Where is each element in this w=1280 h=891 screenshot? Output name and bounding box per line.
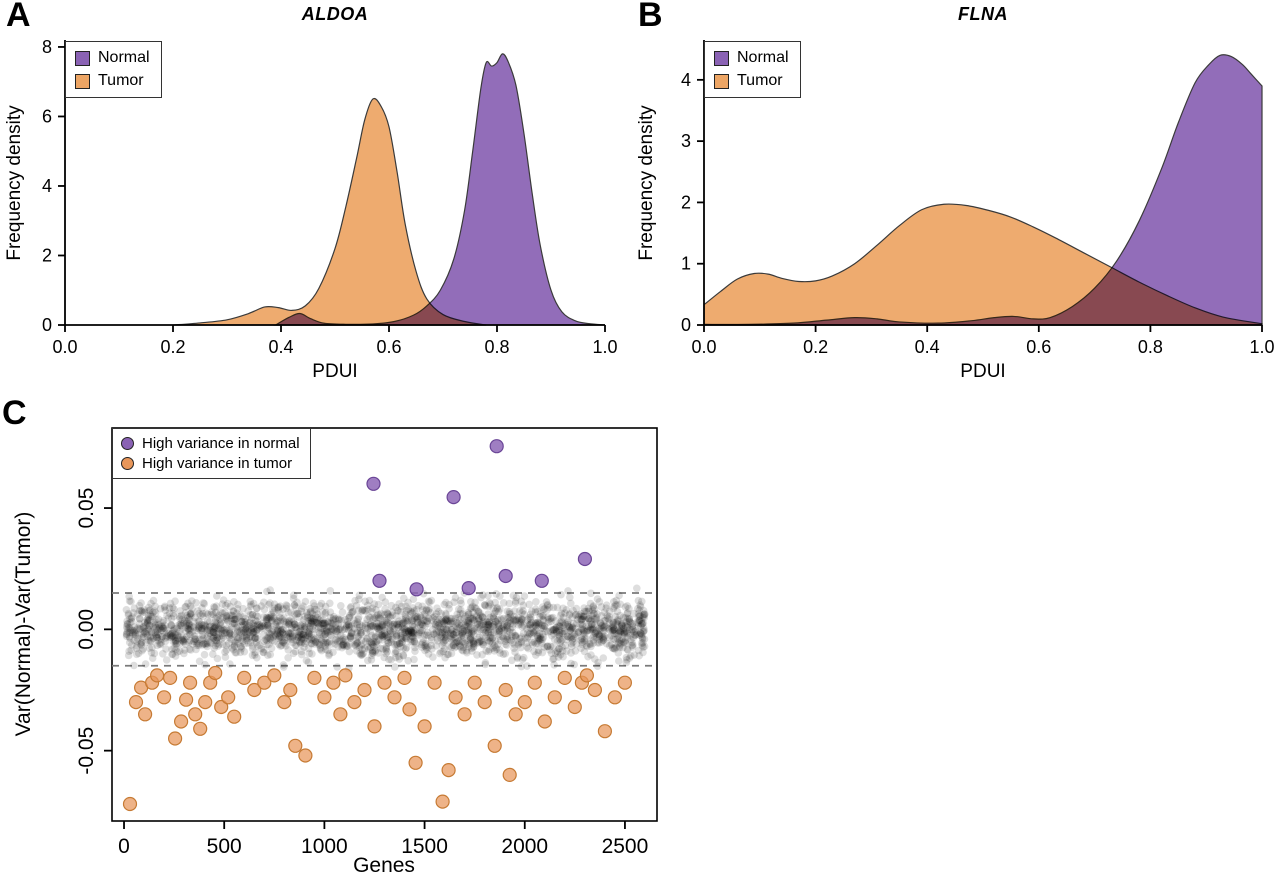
svg-text:1500: 1500 — [401, 835, 448, 858]
svg-text:0: 0 — [118, 835, 130, 858]
svg-text:0.6: 0.6 — [376, 337, 401, 357]
svg-text:2: 2 — [681, 192, 691, 212]
svg-text:2500: 2500 — [602, 835, 649, 858]
svg-text:0.6: 0.6 — [1026, 337, 1051, 357]
legend-marker-circle — [121, 457, 134, 470]
panel-label-c: C — [2, 394, 27, 432]
panel-variance: 0 500 1000 1500 2000 2500 0.05 0.00 -0.05 C Var(… — [0, 394, 720, 891]
variance-scatter-chart: 0 500 1000 1500 2000 2500 0.05 0.00 -0.05 — [75, 427, 658, 858]
svg-text:0.0: 0.0 — [691, 337, 716, 357]
panel-label-a: A — [6, 0, 31, 34]
x-axis-label-variance: Genes — [353, 854, 415, 877]
svg-text:0.8: 0.8 — [484, 337, 509, 357]
y-axis-label-aldoa: Frequency density — [4, 105, 25, 261]
svg-text:2000: 2000 — [501, 835, 548, 858]
legend-label: High variance in normal — [142, 435, 300, 452]
svg-text:0.4: 0.4 — [268, 337, 293, 357]
panel-title-aldoa: ALDOA — [301, 4, 369, 24]
legend-label: Normal — [98, 49, 150, 66]
panel-flna: 0.0 0.2 0.4 0.6 0.8 1.0 0 1 2 3 4 B FLNA Frequency… — [632, 0, 1280, 398]
y-axis-label-flna: Frequency density — [636, 105, 657, 261]
legend-marker-square — [714, 73, 729, 89]
legend-item: High variance in tumor — [121, 455, 300, 472]
legend-marker-circle — [121, 437, 134, 450]
svg-text:1.0: 1.0 — [1249, 337, 1274, 357]
legend-flna: Normal Tumor — [704, 41, 801, 98]
svg-text:4: 4 — [681, 70, 691, 90]
legend-label: Tumor — [737, 72, 783, 89]
legend-item: High variance in normal — [121, 435, 300, 452]
legend-item: Normal — [714, 49, 789, 67]
svg-text:6: 6 — [42, 106, 52, 126]
legend-marker-square — [75, 50, 90, 66]
legend-label: Tumor — [98, 72, 144, 89]
svg-text:0.05: 0.05 — [75, 488, 98, 529]
x-axis-label-aldoa: PDUI — [312, 361, 358, 382]
legend-marker-square — [75, 73, 90, 89]
legend-item: Tumor — [714, 72, 789, 90]
legend-aldoa: Normal Tumor — [65, 41, 162, 98]
svg-text:0.2: 0.2 — [803, 337, 828, 357]
svg-text:0.8: 0.8 — [1138, 337, 1163, 357]
svg-text:3: 3 — [681, 131, 691, 151]
svg-text:2: 2 — [42, 245, 52, 265]
panel-label-b: B — [638, 0, 663, 34]
svg-text:4: 4 — [42, 176, 52, 196]
legend-item: Normal — [75, 49, 150, 67]
svg-text:-0.05: -0.05 — [75, 727, 98, 775]
y-axis-label-variance: Var(Normal)-Var(Tumor) — [12, 511, 35, 737]
legend-item: Tumor — [75, 72, 150, 90]
svg-text:0: 0 — [42, 315, 52, 335]
panel-aldoa: 0.0 0.2 0.4 0.6 0.8 1.0 0 2 4 6 8 A ALDOA Frequenc… — [0, 0, 622, 398]
svg-text:0.00: 0.00 — [75, 609, 98, 650]
svg-text:1000: 1000 — [301, 835, 348, 858]
panel-title-flna: FLNA — [958, 4, 1008, 24]
svg-text:0: 0 — [681, 315, 691, 335]
svg-text:500: 500 — [207, 835, 242, 858]
legend-label: High variance in tumor — [142, 455, 293, 472]
density-chart-aldoa: 0.0 0.2 0.4 0.6 0.8 1.0 0 2 4 6 8 — [42, 37, 618, 357]
legend-marker-square — [714, 50, 729, 66]
svg-text:1.0: 1.0 — [592, 337, 617, 357]
svg-text:0.2: 0.2 — [160, 337, 185, 357]
svg-text:1: 1 — [681, 254, 691, 274]
svg-text:0.0: 0.0 — [52, 337, 77, 357]
x-axis-label-flna: PDUI — [960, 361, 1006, 382]
svg-text:8: 8 — [42, 37, 52, 57]
density-chart-flna: 0.0 0.2 0.4 0.6 0.8 1.0 0 1 2 3 4 — [681, 40, 1275, 357]
legend-label: Normal — [737, 49, 789, 66]
svg-text:0.4: 0.4 — [915, 337, 940, 357]
legend-variance: High variance in normal High variance in … — [112, 428, 311, 479]
